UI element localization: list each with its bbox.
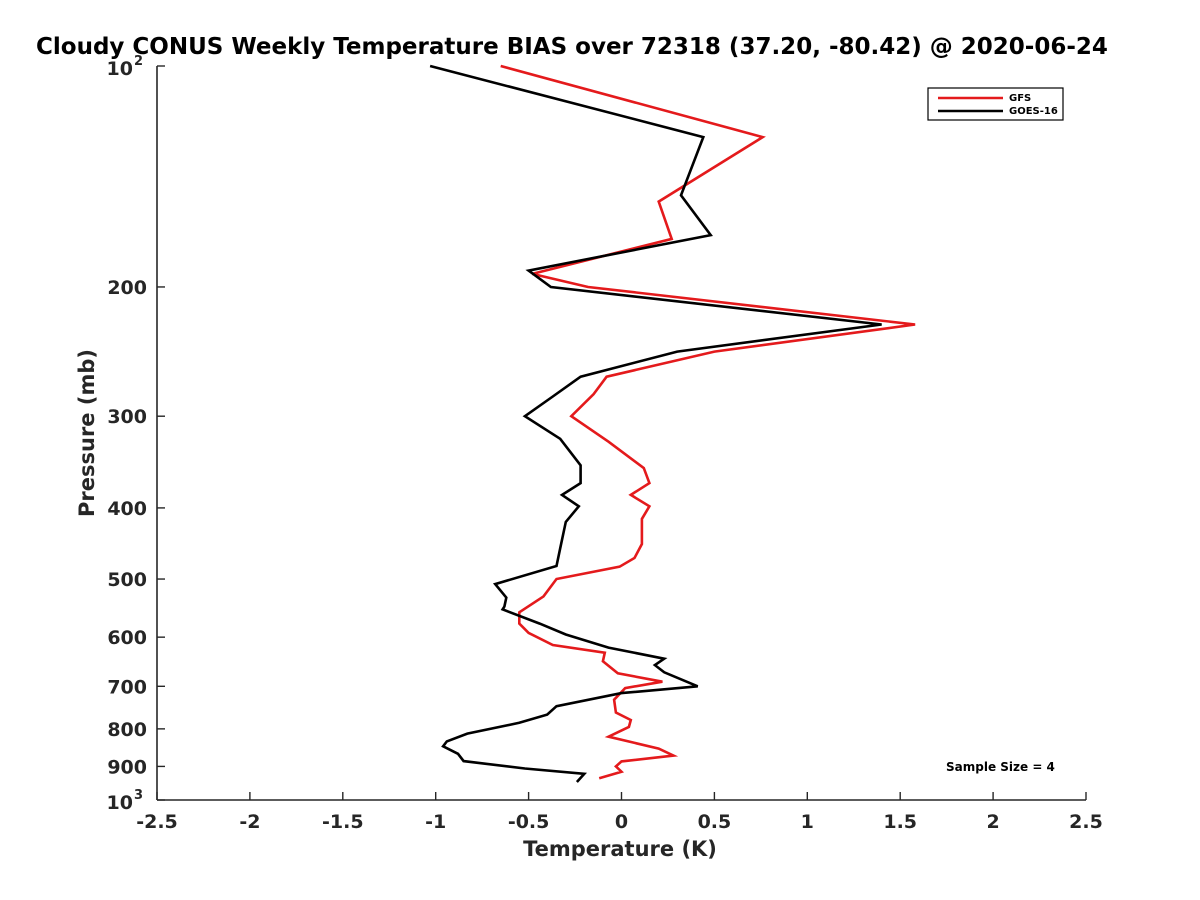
y-tick-label: 700 xyxy=(107,676,147,698)
x-tick-label: -1.5 xyxy=(322,811,364,833)
x-tick-label: -1 xyxy=(425,811,446,833)
x-tick-label: 0.5 xyxy=(698,811,732,833)
legend-label-gfs: GFS xyxy=(1009,93,1031,104)
y-tick-label: 900 xyxy=(107,756,147,778)
x-tick-label: 2 xyxy=(986,811,999,833)
x-tick-label: 1 xyxy=(801,811,814,833)
y-tick-label-exponent: 2 xyxy=(134,54,143,69)
chart-title: Cloudy CONUS Weekly Temperature BIAS ove… xyxy=(36,34,1108,60)
plot-area: -2.5 -2 -1.5 -1 -0.5 0 0.5 1 1.5 2 2.5 200 300 400 500… xyxy=(107,54,1103,833)
series-line-goes-16 xyxy=(429,64,882,783)
y-tick-label: 800 xyxy=(107,719,147,741)
x-tick-label: 2.5 xyxy=(1069,811,1103,833)
x-axis-label: Temperature (K) xyxy=(523,837,717,861)
y-tick-label: 300 xyxy=(107,406,147,428)
legend-box xyxy=(927,87,1064,121)
y-tick-label: 600 xyxy=(107,627,147,649)
y-axis-label: Pressure (mb) xyxy=(75,349,99,517)
y-tick-label: 200 xyxy=(107,277,147,299)
y-tick-label-power: 10 3 xyxy=(107,788,144,814)
y-tick-label-base: 10 xyxy=(107,58,133,80)
x-tick-label: -2.5 xyxy=(136,811,178,833)
x-tick-label: 1.5 xyxy=(883,811,917,833)
x-tick-label: -2 xyxy=(239,811,260,833)
x-tick-label: -0.5 xyxy=(508,811,550,833)
y-tick-label: 400 xyxy=(107,498,147,520)
series-line-gfs xyxy=(500,64,916,780)
y-tick-label-base: 10 xyxy=(107,792,133,814)
x-tick-label: 0 xyxy=(615,811,628,833)
y-tick-label-exponent: 3 xyxy=(134,788,143,803)
legend: GFS GOES-16 xyxy=(927,87,1064,121)
axis-ticks: -2.5 -2 -1.5 -1 -0.5 0 0.5 1 1.5 2 2.5 200 300 400 500… xyxy=(107,54,1103,833)
legend-label-goes16: GOES-16 xyxy=(1009,106,1058,117)
sample-size-annotation: Sample Size = 4 xyxy=(946,760,1055,774)
series-layer xyxy=(429,64,916,783)
y-tick-label: 500 xyxy=(107,569,147,591)
y-tick-label-power: 10 2 xyxy=(107,54,144,80)
